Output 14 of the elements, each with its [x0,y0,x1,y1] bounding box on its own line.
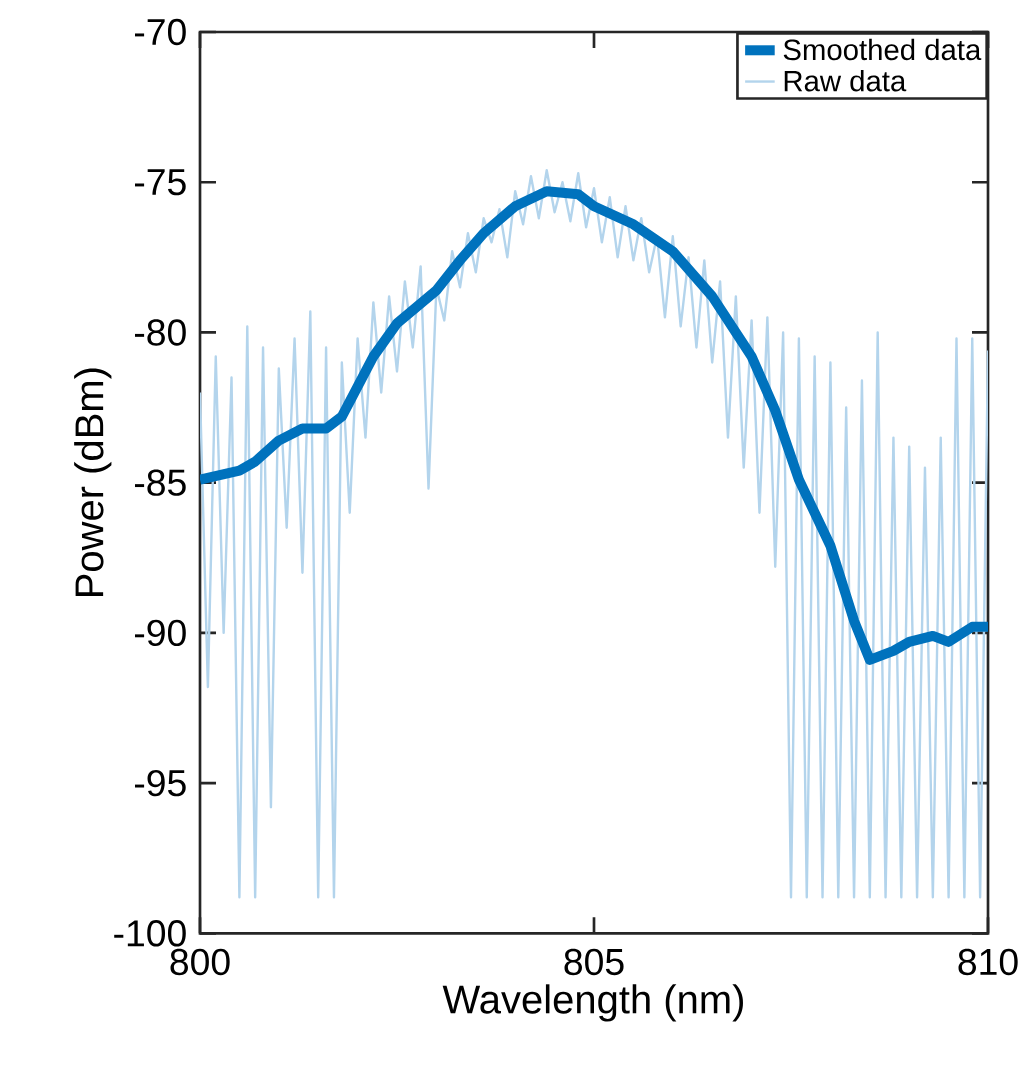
x-axis-title: Wavelength (nm) [442,984,743,1022]
y-axis-title: Power (dBm) [74,368,112,597]
y-tick-label: -100 [114,920,186,947]
x-tick-label: 810 [958,948,1018,976]
y-tick-label: -85 [134,469,186,496]
x-tick-label: 805 [564,948,624,976]
y-tick-label: -80 [134,319,186,346]
legend-label: Smoothed data [783,38,982,61]
y-tick-label: -90 [134,619,186,647]
y-tick-label: -75 [134,169,186,196]
y-tick-label: -95 [134,769,186,797]
x-tick-label: 800 [170,948,230,976]
y-tick-label: -70 [134,18,186,46]
legend-label: Raw data [784,69,907,92]
